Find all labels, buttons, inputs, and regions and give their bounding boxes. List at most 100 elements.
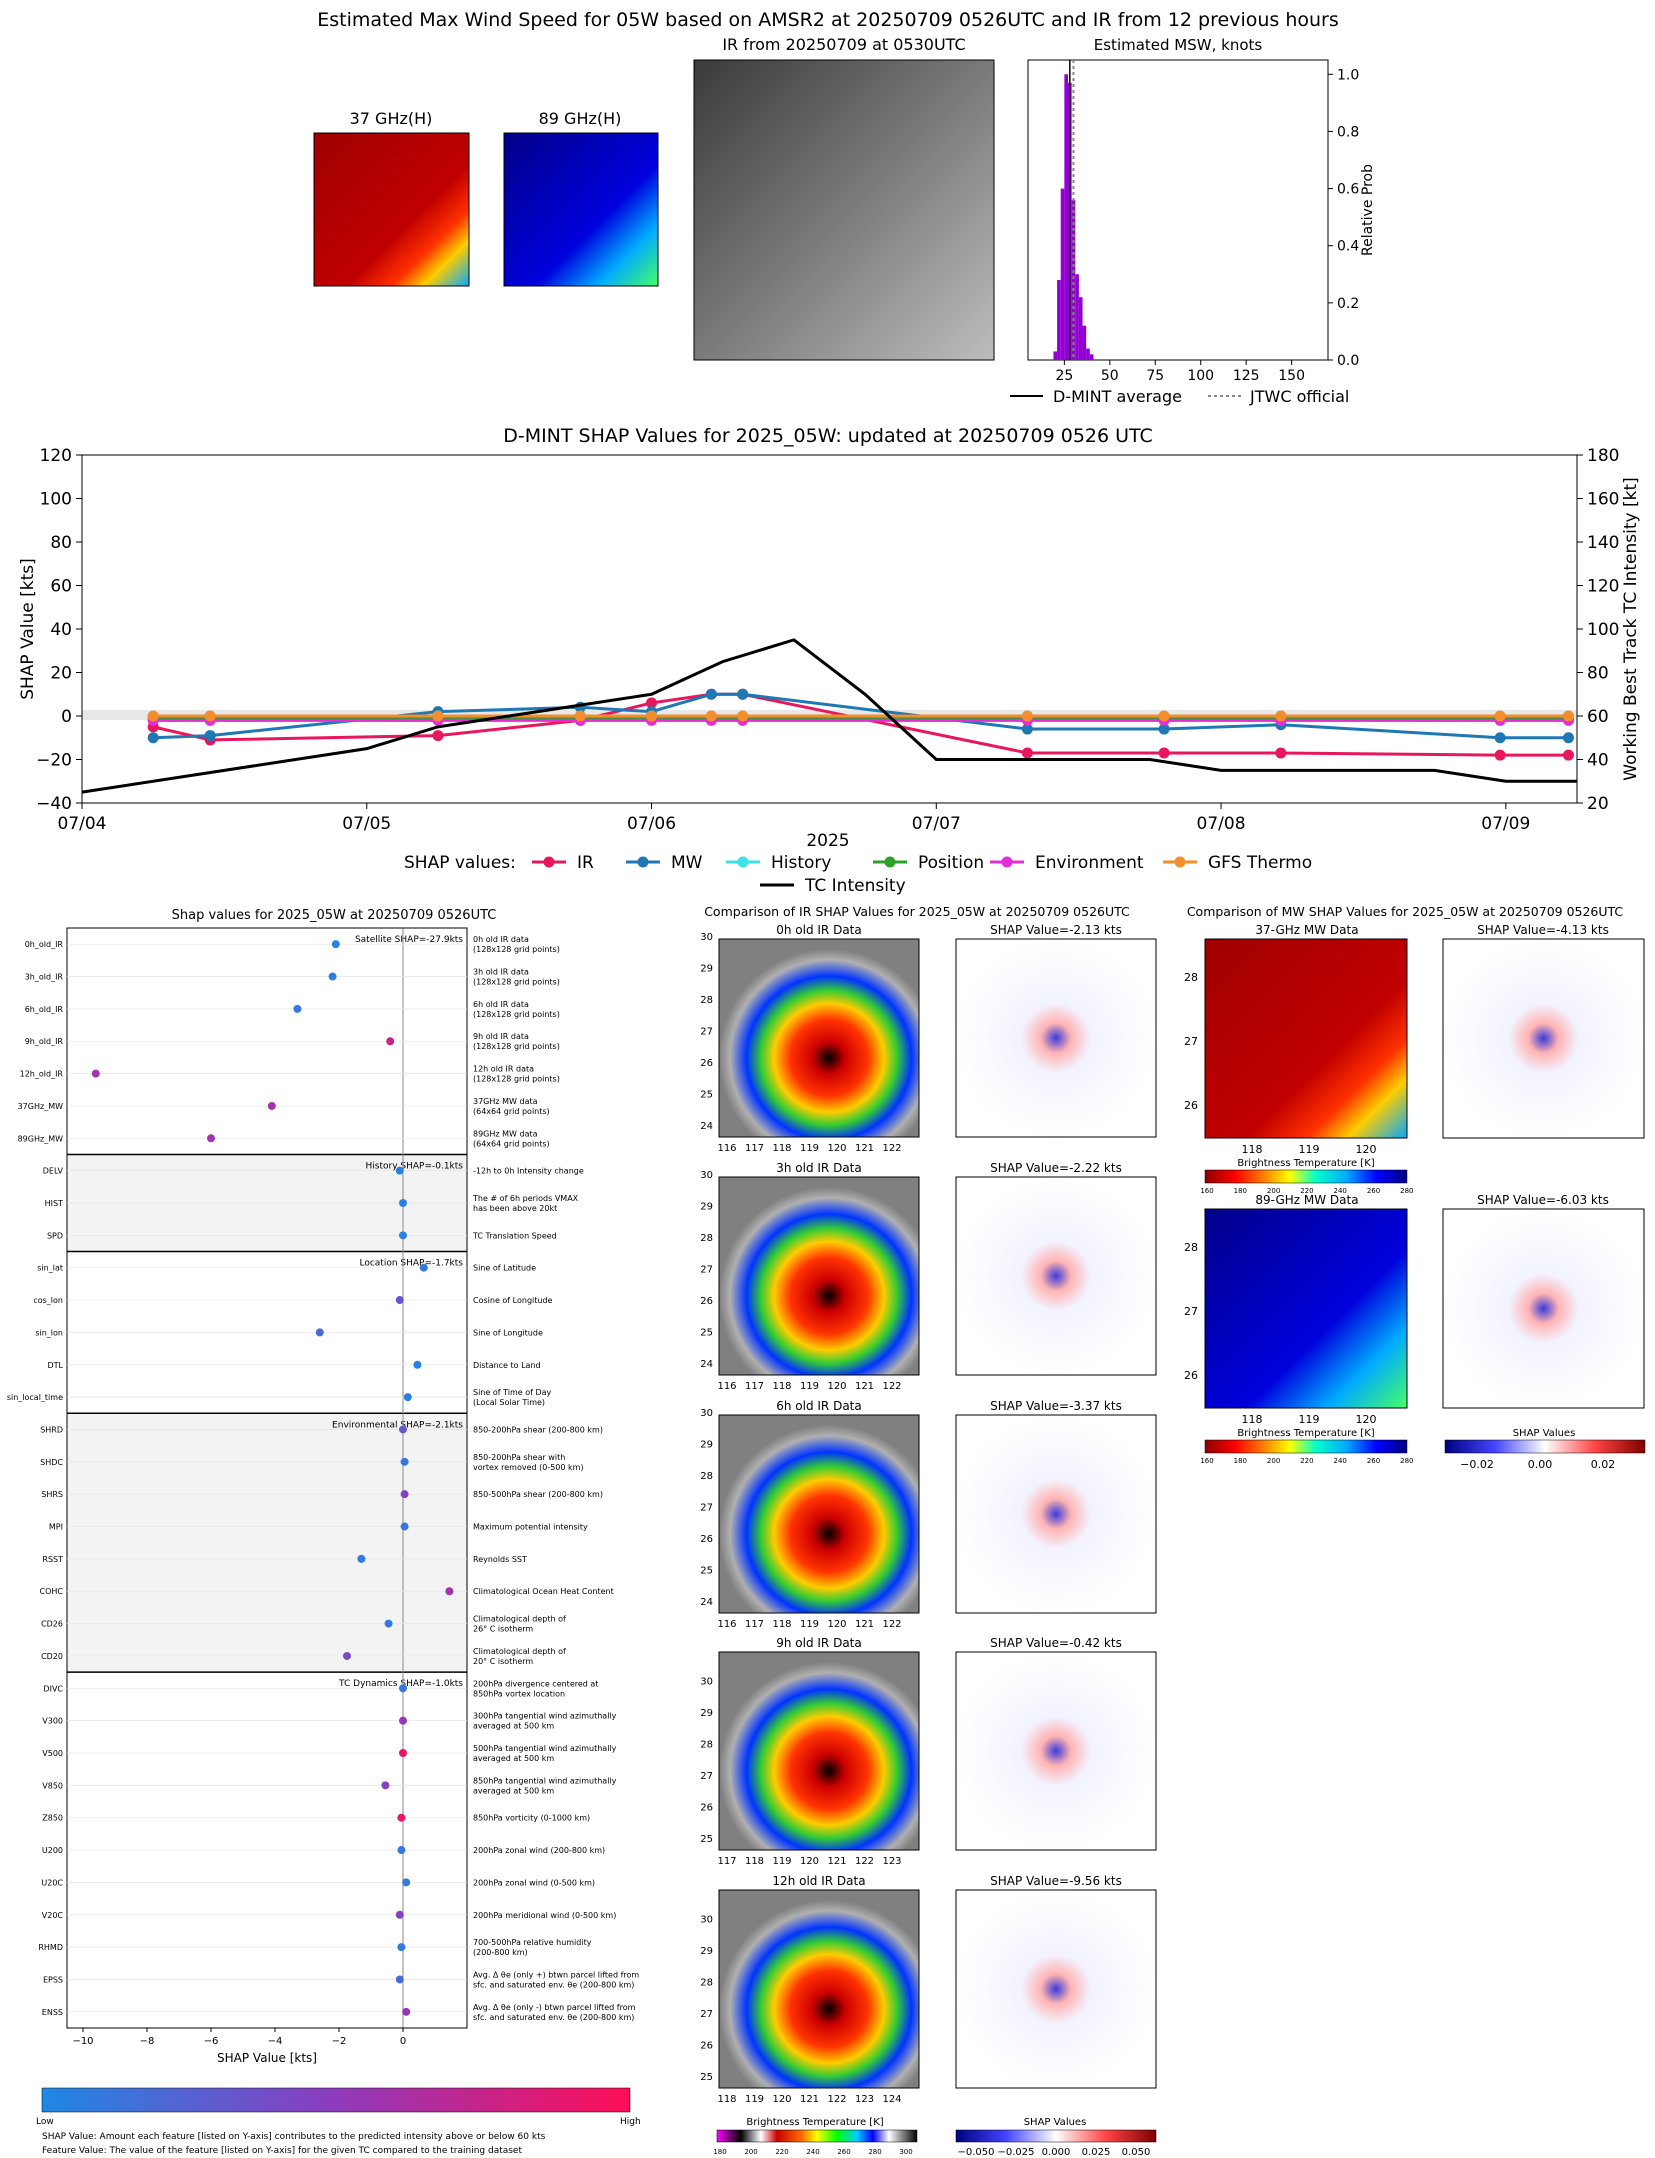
ir-shap-value: SHAP Value=-0.42 kts — [990, 1636, 1122, 1650]
ir-lat-tick: 25 — [700, 1566, 713, 1577]
summary-frame — [66, 927, 468, 2029]
series-point — [574, 710, 586, 722]
feature-name: 9h_old_IR — [25, 1037, 64, 1046]
hist-ytick-label: 0.4 — [1337, 239, 1359, 255]
feature-desc: 37GHz MW data — [473, 1097, 538, 1106]
ir-lat-tick: 28 — [700, 1740, 713, 1751]
feature-desc: 89GHz MW data — [473, 1129, 538, 1138]
ir-row-label: 9h old IR Data — [776, 1636, 862, 1650]
series-point — [1562, 732, 1574, 744]
feature-desc: 850hPa tangential wind azimuthally — [473, 1776, 617, 1785]
summary-title: Shap values for 2025_05W at 20250709 052… — [172, 908, 497, 923]
ir-lon-tick: 117 — [745, 1143, 764, 1154]
ir-lat-tick: 24 — [700, 1359, 713, 1370]
ir-lon-tick: 117 — [717, 1856, 736, 1867]
series-point — [147, 732, 159, 744]
ts-ytick-right-label: 100 — [1587, 620, 1619, 640]
feature-point — [399, 1749, 407, 1757]
ts-ytick-left-label: 0 — [61, 707, 72, 727]
ir-shap-value: SHAP Value=-2.22 kts — [990, 1161, 1122, 1175]
ts-ytick-left-label: 80 — [50, 533, 72, 553]
mw-lon-tick: 119 — [1299, 1143, 1320, 1156]
feature-desc: 700-500hPa relative humidity — [473, 1938, 592, 1947]
summary-xtick-label: −8 — [140, 2036, 155, 2047]
feature-point — [413, 1360, 422, 1369]
ir-image — [718, 1889, 920, 2089]
feature-desc: 850hPa vorticity (0-1000 km) — [473, 1814, 590, 1823]
feature-desc: averaged at 500 km — [473, 1722, 554, 1731]
ir-lon-tick: 122 — [882, 1143, 901, 1154]
hist-ytick-label: 0.8 — [1337, 124, 1359, 140]
ir-lat-tick: 27 — [700, 1027, 713, 1038]
hist-bar — [1064, 74, 1068, 361]
mw-bt-tick: 280 — [1400, 1457, 1413, 1465]
feature-name: 37GHz_MW — [18, 1102, 63, 1111]
feature-point — [293, 1004, 302, 1013]
legend-marker — [1001, 856, 1013, 868]
ir-lat-tick: 27 — [700, 2009, 713, 2020]
ir-lat-tick: 25 — [700, 2072, 713, 2083]
ir-bt-tick: 200 — [744, 2148, 757, 2156]
feature-desc: Distance to Land — [473, 1361, 541, 1370]
feature-point — [395, 1910, 404, 1919]
ir-bt-tick: 300 — [899, 2148, 912, 2156]
feature-point — [399, 1716, 407, 1725]
hist-xtick-label: 25 — [1055, 368, 1073, 384]
ir-lat-tick: 25 — [700, 1328, 713, 1339]
ir-lon-tick: 119 — [800, 1619, 819, 1630]
ir-bt-tick: 220 — [775, 2148, 788, 2156]
feature-name: V500 — [42, 1749, 63, 1758]
ts-xtick-label: 07/06 — [627, 814, 676, 834]
ir-shap-map — [955, 1651, 1157, 1851]
feature-desc: The # of 6h periods VMAX — [472, 1194, 579, 1203]
series-point — [705, 688, 717, 700]
summary-xtick-label: −6 — [204, 2036, 219, 2047]
ir-lon-tick: 116 — [717, 1381, 736, 1392]
ir-lon-tick: 118 — [772, 1143, 791, 1154]
hist-bar — [1078, 297, 1083, 360]
ir-image — [718, 1651, 920, 1851]
mw-bt-label: Brightness Temperature [K] — [1237, 1428, 1374, 1439]
mw-lon-tick: 118 — [1242, 1143, 1263, 1156]
feature-desc: vortex removed (0-500 km) — [473, 1463, 584, 1472]
feature-name: EPSS — [43, 1975, 63, 1984]
hist-ytick-label: 1.0 — [1337, 67, 1359, 83]
feature-point — [400, 1457, 409, 1466]
panel-ir-image — [693, 59, 995, 361]
ts-title: D-MINT SHAP Values for 2025_05W: updated… — [503, 425, 1153, 447]
mw-shap-value: SHAP Value=-6.03 kts — [1477, 1193, 1609, 1207]
hist-frame — [1027, 59, 1329, 361]
mw-lat-tick: 28 — [1184, 1241, 1198, 1254]
hist-bar — [1075, 274, 1079, 360]
ts-ytick-left-label: −20 — [36, 751, 72, 771]
ir-lon-tick: 123 — [855, 2094, 874, 2105]
feature-name: 3h_old_IR — [25, 973, 64, 982]
series-point — [1158, 723, 1170, 735]
ir-shap-tick: 0.025 — [1082, 2147, 1111, 2158]
series-point — [1562, 710, 1574, 722]
feature-name: DELV — [43, 1167, 64, 1176]
feature-desc: TC Translation Speed — [472, 1231, 557, 1240]
ir-lat-tick: 27 — [700, 1771, 713, 1782]
feature-desc: 300hPa tangential wind azimuthally — [473, 1712, 617, 1721]
mw-lon-tick: 119 — [1299, 1413, 1320, 1426]
ir-lat-tick: 27 — [700, 1503, 713, 1514]
group-label: History SHAP=-0.1kts — [366, 1161, 464, 1171]
series-point — [737, 688, 749, 700]
series-point — [737, 710, 749, 722]
hist-bar — [1086, 348, 1090, 360]
feature-name: ENSS — [42, 2008, 63, 2017]
ir-row-label: 6h old IR Data — [776, 1399, 862, 1413]
feature-desc: (128x128 grid points) — [473, 978, 560, 987]
mw-bt-tick: 240 — [1334, 1457, 1347, 1465]
ir-shap-map — [955, 1414, 1157, 1614]
ir-lon-tick: 121 — [855, 1381, 874, 1392]
panel-89-title: 89 GHz(H) — [539, 109, 622, 128]
ir-lat-tick: 30 — [700, 1677, 713, 1688]
ir-image — [718, 1176, 920, 1376]
feature-desc: averaged at 500 km — [473, 1754, 554, 1763]
feature-name: DTL — [47, 1361, 63, 1370]
msw-histogram: Estimated MSW, knots Relative Prob 25 50 7… — [1027, 36, 1376, 384]
ir-lon-tick: 121 — [800, 2094, 819, 2105]
legend-jtwc-label: JTWC official — [1249, 387, 1349, 406]
